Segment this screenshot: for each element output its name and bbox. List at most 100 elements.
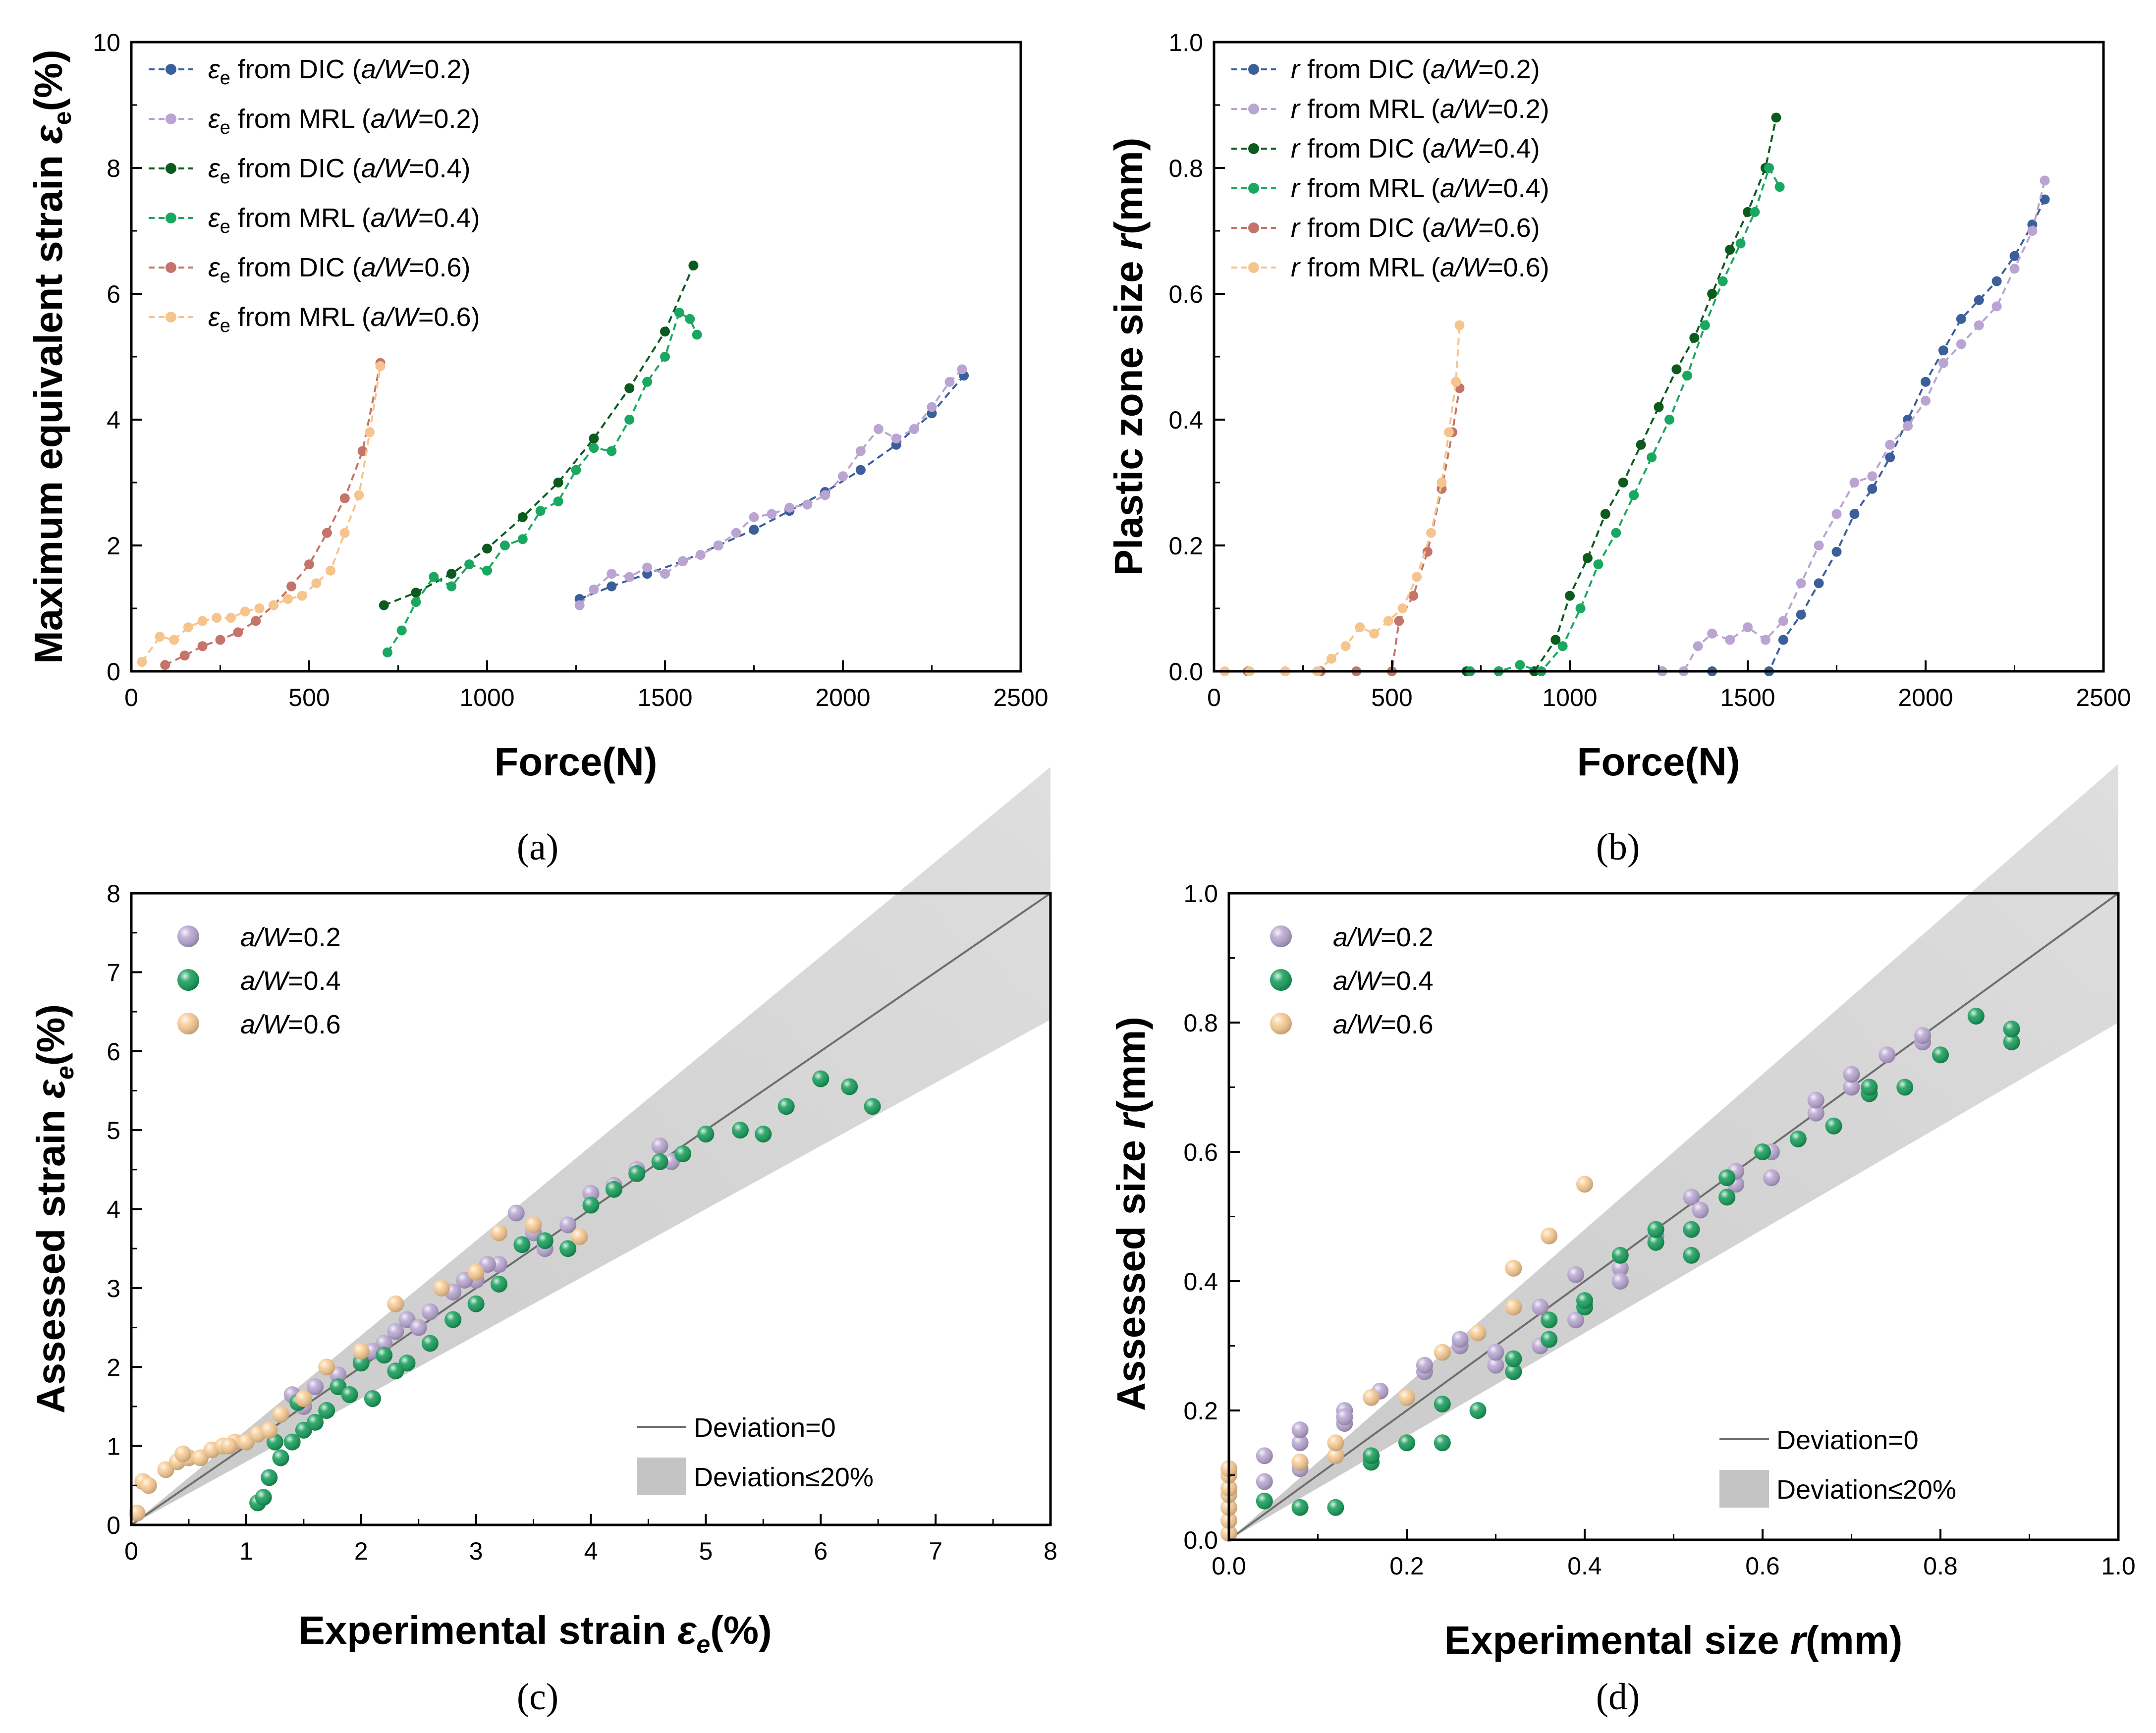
x-tick-label: 2: [354, 1537, 368, 1565]
series-point-5: [254, 603, 265, 613]
series-point-1: [574, 600, 585, 610]
scatter-point-shade: [1807, 1091, 1824, 1109]
panel-d-legend: a/W=0.2a/W=0.4a/W=0.6: [1270, 922, 1434, 1039]
series-point-2: [688, 260, 699, 271]
series-point-2: [1654, 402, 1664, 412]
scatter-point-shade: [128, 1505, 146, 1522]
series-point-1: [838, 471, 848, 482]
y-tick-label: 0.8: [1183, 1009, 1218, 1037]
scatter-point-shade: [1469, 1324, 1487, 1342]
legend-label-part: ε: [208, 253, 221, 282]
legend-label-4: r from DIC (a/W=0.6): [1291, 213, 1540, 243]
legend-label-part: e: [220, 266, 230, 287]
legend-label-2: a/W=0.6: [1333, 1010, 1434, 1039]
y-tick-label: 6: [107, 280, 120, 308]
series-point-3: [382, 647, 392, 657]
scatter-point-shade: [1611, 1246, 1629, 1264]
legend-label-part: a/W: [1431, 54, 1481, 84]
series-point-0: [1921, 377, 1931, 387]
scatter-point-shade: [1398, 1389, 1415, 1406]
scatter-point-shade: [376, 1347, 393, 1364]
series-point-5: [326, 565, 336, 576]
series-point-0: [1778, 635, 1788, 645]
scatter-point-shade: [1683, 1246, 1700, 1264]
series-point-2: [1707, 289, 1717, 299]
scatter-point-shade: [433, 1279, 450, 1297]
series-point-0: [1885, 452, 1895, 463]
series-point-2: [379, 600, 389, 610]
scatter-point-shade: [255, 1489, 272, 1506]
panel-d-experimental-vs-assessed-size: 0.0 0.2 0.4 0.6 0.8 1.0 0.0 0.2 0.4 0.6 0.8 1.0 Exp…: [1109, 764, 2136, 1718]
series-point-3: [1735, 238, 1746, 249]
series-point-1: [731, 528, 741, 538]
legend-label-1: a/W=0.4: [1333, 966, 1434, 996]
series-point-3: [674, 308, 684, 318]
legend-deviation-zero-label: Deviation=0: [1776, 1425, 1919, 1455]
y-tick-label: 2: [107, 1354, 120, 1381]
scatter-point-shade: [1825, 1117, 1842, 1135]
series-point-0: [1831, 546, 1842, 557]
panel-a-force-vs-strain: 0 500 1000 1500 2000 2500 0 2 4 6 8 10 Force(N) Max…: [26, 29, 1049, 868]
series-point-2: [624, 383, 635, 393]
scatter-point-shade: [1451, 1331, 1469, 1348]
series-point-4: [233, 627, 243, 638]
series-point-5: [169, 635, 179, 645]
x-tick-label: 1500: [637, 684, 692, 711]
series-point-0: [855, 465, 866, 475]
scatter-point-shade: [387, 1362, 404, 1380]
series-point-0: [1956, 314, 1966, 324]
legend-marker-0: [1248, 64, 1259, 75]
series-point-5: [137, 656, 147, 667]
scatter-point-shade: [1914, 1027, 1932, 1044]
legend-deviation-band-swatch: [637, 1458, 686, 1495]
scatter-point-shade: [1487, 1344, 1504, 1361]
series-point-1: [713, 541, 723, 550]
panel-c-y-axis-label: Assessed strain εe(%): [29, 1004, 79, 1413]
y-tick-label: 8: [107, 155, 120, 182]
scatter-point-shade: [1363, 1447, 1380, 1464]
series-point-5: [311, 578, 322, 589]
x-tick-label: 1500: [1720, 684, 1775, 711]
y-tick-label: 4: [107, 406, 120, 434]
scatter-point-shade: [1532, 1299, 1549, 1316]
series-point-2: [660, 326, 670, 337]
legend-label-part: a/W: [1333, 1010, 1383, 1039]
legend-label-part: r: [1291, 134, 1301, 163]
series-point-2: [1771, 112, 1781, 123]
series-line-4: [165, 363, 382, 666]
series-point-5: [183, 622, 193, 633]
series-point-0: [1938, 345, 1948, 356]
x-tick-label: 0.0: [1212, 1552, 1246, 1580]
scatter-point-shade: [1327, 1447, 1344, 1464]
scatter-point-shade: [674, 1145, 691, 1162]
series-point-3: [1647, 452, 1657, 463]
series-point-1: [944, 377, 955, 387]
legend-deviation-band-label: Deviation≤20%: [694, 1462, 874, 1492]
series-line-3: [387, 311, 698, 653]
legend-label-part: a/W: [1333, 966, 1383, 996]
series-point-3: [1557, 641, 1568, 651]
series-point-1: [957, 364, 967, 375]
legend-label-part: ε: [208, 302, 221, 332]
scatter-point-shade: [1683, 1189, 1700, 1206]
legend-marker-shade: [1270, 925, 1292, 947]
legend-label-part: a/W: [371, 203, 421, 233]
y-tick-label: 10: [93, 29, 120, 56]
series-point-1: [1849, 478, 1860, 487]
series-point-5: [1426, 528, 1436, 538]
legend-label-part: from MRL (: [1300, 173, 1440, 203]
legend-label-part: =0.2): [418, 104, 480, 134]
series-point-3: [429, 572, 439, 582]
series-point-1: [1725, 635, 1735, 645]
series-point-4: [215, 635, 225, 645]
legend-label-part: =0.4: [1381, 966, 1434, 996]
legend-marker-shade: [177, 969, 199, 991]
y-tick-label: 0.2: [1168, 532, 1203, 560]
scatter-point-shade: [283, 1433, 301, 1451]
scatter-point-shade: [1932, 1046, 1949, 1064]
series-point-2: [1743, 207, 1753, 217]
scatter-point-shade: [1291, 1454, 1309, 1471]
scatter-point-shade: [755, 1126, 772, 1143]
legend-label-part: a/W: [361, 54, 411, 84]
